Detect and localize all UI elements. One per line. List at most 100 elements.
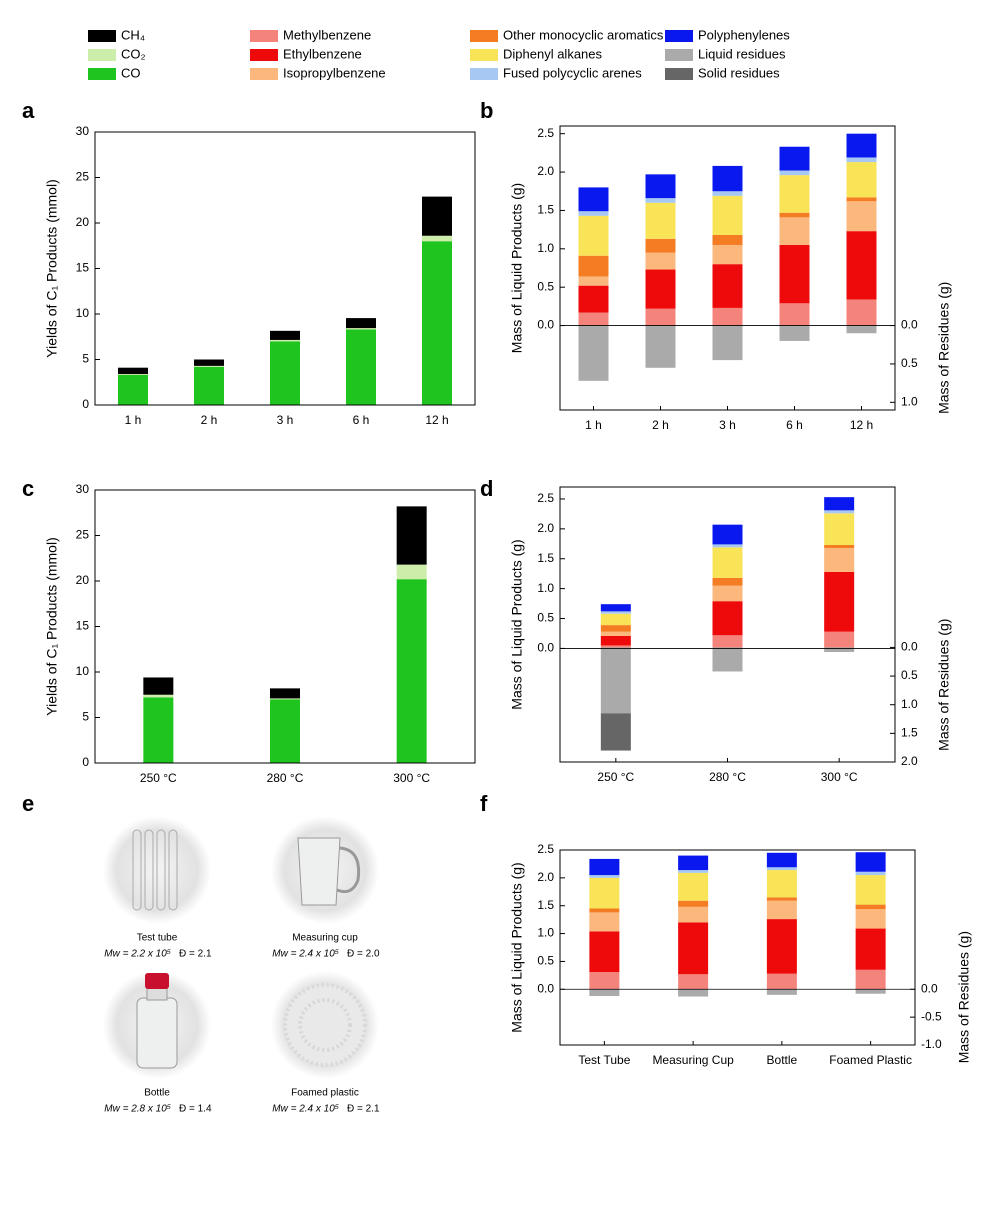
photo-mw: Mw = 2.8 x 10⁵	[104, 1104, 171, 1115]
bar-segment	[855, 904, 886, 910]
series: Other monocyclic aromatics	[578, 197, 877, 277]
bar-segment	[645, 252, 676, 270]
bar-segment	[578, 211, 609, 216]
bar-segment	[766, 852, 797, 868]
legend-label: Solid residues	[698, 65, 780, 80]
bar-segment	[678, 872, 709, 901]
bar-segment	[270, 699, 300, 763]
bar-segment	[779, 146, 810, 171]
bar-segment	[779, 217, 810, 245]
x-tick-label: 12 h	[850, 418, 873, 432]
x-tick-label: 6 h	[353, 413, 370, 427]
y-tick-label: 2.0	[537, 164, 554, 178]
series: Isopropylbenzene	[578, 201, 877, 286]
series: CO	[118, 241, 452, 405]
legend-swatch	[470, 49, 498, 61]
bar-segment	[600, 635, 631, 646]
legend-swatch	[250, 49, 278, 61]
bar-segment	[645, 325, 676, 368]
bar-segment	[824, 631, 855, 649]
y2-tick-label: -1.0	[921, 1037, 942, 1051]
bar-segment	[766, 989, 797, 995]
bar-segment	[578, 187, 609, 212]
bar-segment	[143, 677, 174, 695]
bar-segment	[855, 909, 886, 929]
x-tick-label: 300 °C	[393, 771, 430, 785]
bar-segment	[645, 198, 676, 203]
bar-segment	[846, 231, 877, 300]
x-tick-label: 1 h	[125, 413, 142, 427]
bar-segment	[396, 564, 427, 580]
y-tick-label: 0.5	[537, 954, 554, 968]
bar-segment	[143, 694, 174, 698]
bar-segment	[118, 374, 148, 375]
legend-swatch	[88, 68, 116, 80]
bar-segment	[600, 631, 631, 636]
bar-segment	[766, 919, 797, 974]
bar-segment	[578, 255, 609, 277]
bar-segment	[712, 264, 743, 308]
bar-segment	[855, 871, 886, 876]
plot-frame	[94, 131, 476, 406]
bar-segment	[824, 510, 855, 514]
x-tick-label: 3 h	[719, 418, 736, 432]
bar-segment	[779, 303, 810, 326]
series: CH₄	[143, 506, 427, 699]
bar-segment	[578, 215, 609, 256]
series: Ethylbenzene	[600, 571, 855, 646]
bar-segment	[678, 906, 709, 923]
bar-segment	[678, 974, 709, 990]
photo-dispersity: Đ = 2.0	[347, 949, 380, 960]
y-tick-label: 1.5	[537, 898, 554, 912]
photo-caption: Foamed plastic	[291, 1088, 359, 1099]
bar-segment	[779, 175, 810, 213]
bar-segment	[779, 325, 810, 341]
x-tick-label: 6 h	[786, 418, 803, 432]
series: Polyphenylenes	[578, 133, 877, 212]
series: CH₄	[118, 196, 452, 375]
bar-segment	[346, 329, 376, 405]
bar-segment	[855, 969, 886, 990]
bar-segment	[678, 989, 709, 997]
legend-label: Fused polycyclic arenes	[503, 65, 642, 80]
x-tick-label: 1 h	[585, 418, 602, 432]
y2-tick-label: 1.0	[901, 394, 918, 408]
bar-segment	[824, 544, 855, 548]
bar-segment	[846, 201, 877, 232]
bar-segment	[712, 547, 743, 578]
legend-swatch	[470, 68, 498, 80]
bar-segment	[589, 972, 620, 990]
bar-segment	[270, 330, 300, 340]
y-tick-label: 0.0	[537, 318, 554, 332]
bar-segment	[578, 312, 609, 326]
y-tick-label: 5	[82, 710, 89, 724]
photo-caption: Bottle	[144, 1088, 170, 1099]
photo-dispersity: Đ = 2.1	[347, 1104, 380, 1115]
bar-segment	[422, 196, 452, 236]
bar-segment	[678, 922, 709, 975]
bar-segment	[589, 912, 620, 932]
bar-segment	[855, 852, 886, 872]
legend-swatch	[250, 68, 278, 80]
panel-label: f	[480, 791, 488, 816]
legend-label: Methylbenzene	[283, 27, 371, 42]
bar-segment	[712, 585, 743, 602]
y-tick-label: 0	[82, 755, 89, 769]
bar-segment	[712, 577, 743, 586]
y-tick-label: 25	[76, 170, 90, 184]
bar-segment	[824, 513, 855, 545]
plot-frame	[559, 125, 896, 411]
bar-segment	[824, 571, 855, 632]
bar-segment	[712, 325, 743, 361]
y-axis-label: Mass of Liquid Products (g)	[509, 539, 525, 709]
y2-tick-label: 0.5	[901, 356, 918, 370]
legend-swatch	[470, 30, 498, 42]
x-tick-label: 2 h	[201, 413, 218, 427]
series: Diphenyl alkanes	[578, 162, 877, 256]
y2-tick-label: 1.0	[901, 697, 918, 711]
bar-segment	[270, 688, 300, 699]
y-axis-label: Yields of C₁ Products (mmol)	[44, 179, 60, 357]
series: Other monocyclic aromatics	[589, 897, 886, 913]
y-tick-label: 1.0	[537, 241, 554, 255]
